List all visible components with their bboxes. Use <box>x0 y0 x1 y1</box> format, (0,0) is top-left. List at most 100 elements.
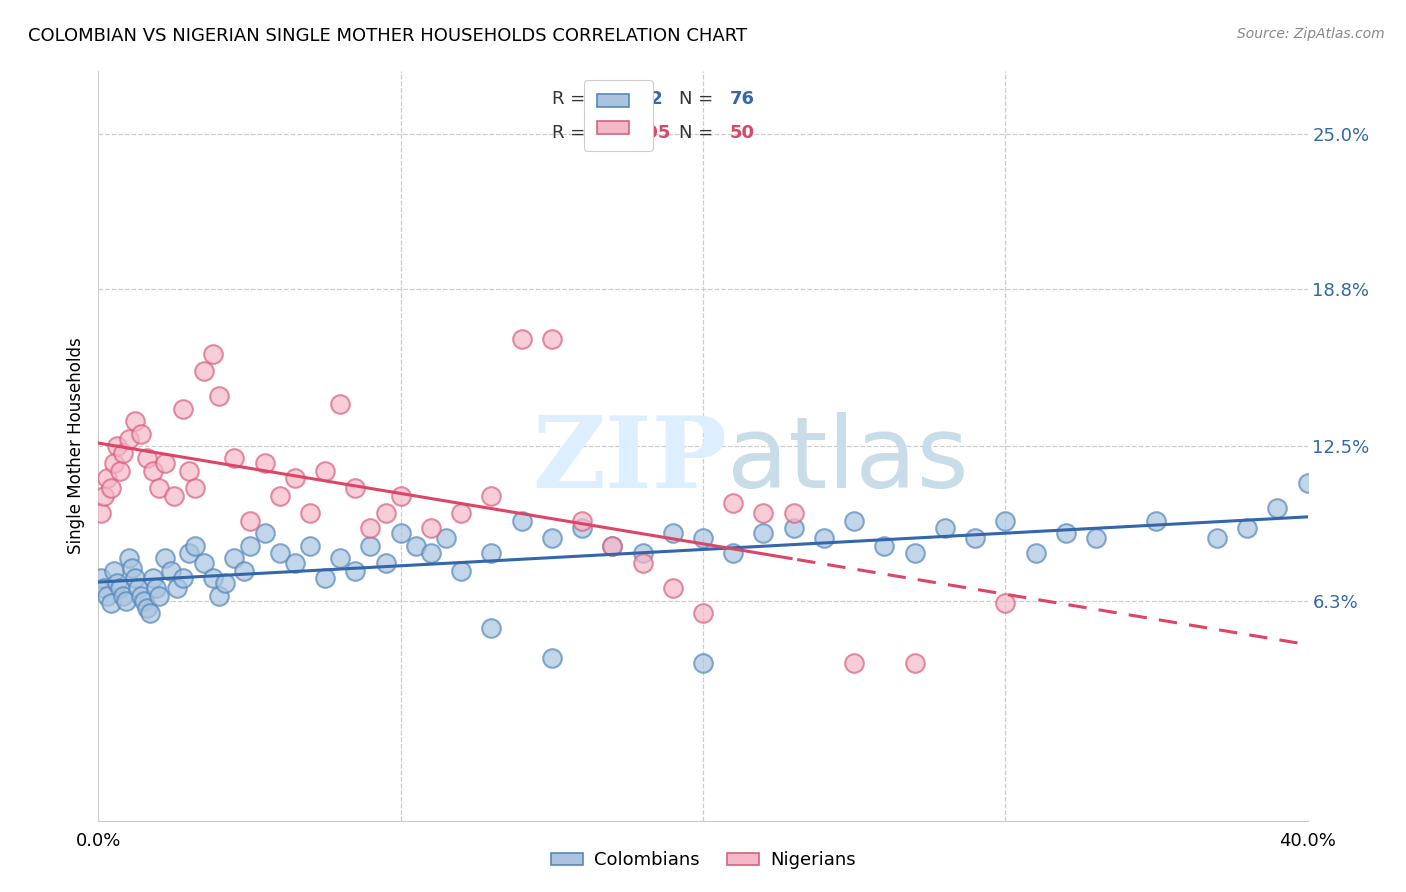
Point <box>160 564 183 578</box>
Point <box>269 489 291 503</box>
Legend: Colombians, Nigerians: Colombians, Nigerians <box>541 842 865 879</box>
Point <box>148 589 170 603</box>
Point <box>208 589 231 603</box>
Point <box>965 532 987 546</box>
Y-axis label: Single Mother Households: Single Mother Households <box>67 338 86 554</box>
Text: R =: R = <box>551 90 585 108</box>
Point <box>540 532 562 546</box>
Point <box>105 576 128 591</box>
Point <box>1024 546 1046 560</box>
Point <box>108 582 131 596</box>
Point <box>163 489 186 503</box>
Point <box>723 546 745 560</box>
Text: -0.005: -0.005 <box>606 124 671 142</box>
Point <box>360 521 382 535</box>
Text: N =: N = <box>679 90 713 108</box>
Text: atlas: atlas <box>727 412 969 509</box>
Point <box>111 589 134 603</box>
Point <box>127 582 149 596</box>
Point <box>450 507 472 521</box>
Point <box>172 571 194 585</box>
Point <box>420 521 443 535</box>
Point <box>179 546 201 560</box>
Point <box>132 594 155 608</box>
Text: ZIP: ZIP <box>533 412 727 509</box>
Point <box>692 607 714 621</box>
Point <box>405 539 427 553</box>
Point <box>108 464 131 478</box>
Point <box>118 551 141 566</box>
Point <box>96 471 118 485</box>
Point <box>844 657 866 671</box>
Point <box>374 507 396 521</box>
Point <box>96 589 118 603</box>
Point <box>239 514 262 528</box>
Point <box>299 539 322 553</box>
Point <box>148 482 170 496</box>
Point <box>904 657 927 671</box>
Point <box>602 539 624 553</box>
Point <box>661 582 683 596</box>
Point <box>103 564 125 578</box>
Point <box>994 596 1017 610</box>
Point <box>93 582 115 596</box>
Point <box>692 532 714 546</box>
Point <box>510 514 533 528</box>
Point <box>153 551 176 566</box>
Point <box>1206 532 1229 546</box>
Point <box>844 514 866 528</box>
Point <box>783 521 806 535</box>
Point <box>184 482 207 496</box>
Point <box>1236 521 1258 535</box>
Point <box>153 457 176 471</box>
Point <box>172 401 194 416</box>
Point <box>904 546 927 560</box>
Point <box>124 414 146 428</box>
Point <box>269 546 291 560</box>
Point <box>90 507 112 521</box>
Point <box>420 546 443 560</box>
Point <box>783 507 806 521</box>
Point <box>253 457 276 471</box>
Point <box>142 571 165 585</box>
Point <box>118 432 141 446</box>
Legend: , : , <box>583 80 652 151</box>
Point <box>723 496 745 510</box>
Point <box>129 589 152 603</box>
Point <box>208 389 231 403</box>
Point <box>239 539 262 553</box>
Point <box>135 451 157 466</box>
Point <box>344 482 367 496</box>
Point <box>314 571 336 585</box>
Point <box>214 576 236 591</box>
Point <box>571 521 593 535</box>
Point <box>510 332 533 346</box>
Text: 50: 50 <box>730 124 755 142</box>
Point <box>540 332 562 346</box>
Point <box>135 601 157 615</box>
Point <box>1144 514 1167 528</box>
Point <box>571 514 593 528</box>
Point <box>202 346 225 360</box>
Point <box>142 464 165 478</box>
Point <box>114 594 136 608</box>
Point <box>1085 532 1108 546</box>
Point <box>631 546 654 560</box>
Point <box>284 471 307 485</box>
Point <box>93 489 115 503</box>
Point <box>389 526 412 541</box>
Point <box>224 451 246 466</box>
Point <box>752 507 775 521</box>
Point <box>193 364 215 378</box>
Point <box>103 457 125 471</box>
Point <box>692 657 714 671</box>
Point <box>374 557 396 571</box>
Point <box>329 551 352 566</box>
Point <box>994 514 1017 528</box>
Point <box>360 539 382 553</box>
Text: N =: N = <box>679 124 713 142</box>
Point <box>121 561 143 575</box>
Point <box>434 532 457 546</box>
Point <box>202 571 225 585</box>
Point <box>329 396 352 410</box>
